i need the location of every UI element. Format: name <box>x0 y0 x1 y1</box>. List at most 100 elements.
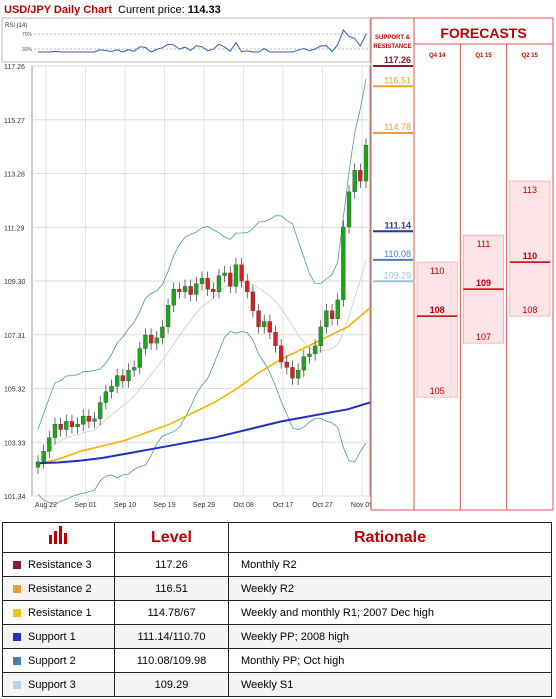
x-tick-label: Nov 05 <box>351 502 373 509</box>
candle-body <box>199 278 205 284</box>
candle-body <box>171 288 176 306</box>
candle-body <box>352 170 357 193</box>
candle-body <box>103 391 109 403</box>
x-tick-label: Oct 17 <box>273 502 294 509</box>
candle-body <box>239 264 244 282</box>
candle-body <box>290 367 295 379</box>
rsi-label: RSI (14) <box>5 23 27 29</box>
bar-chart-icon <box>2 522 115 553</box>
color-swatch <box>13 656 21 665</box>
candle-body <box>69 421 75 428</box>
candle-body <box>211 288 216 292</box>
candle-body <box>335 299 340 319</box>
level-value: 109.29 <box>114 672 229 697</box>
forecast-col-label: Q1 15 <box>475 53 492 59</box>
color-swatch <box>13 680 21 689</box>
rationale-header: Rationale <box>228 522 552 553</box>
level-value: 116.51 <box>114 576 229 601</box>
sr-title-2: RESISTANCE <box>373 44 411 50</box>
candle-body <box>245 280 250 292</box>
forecast-range <box>509 180 551 317</box>
candle-body <box>47 437 52 452</box>
candle-body <box>75 424 80 428</box>
forecast-mid: 108 <box>430 305 445 315</box>
sr-level-value: 116.51 <box>384 75 411 85</box>
candle-body <box>233 264 239 287</box>
color-swatch <box>13 560 21 569</box>
rsi-tick-30: 30% <box>22 47 33 53</box>
table-row: Resistance 2 116.51 Weekly R2 <box>2 576 552 601</box>
sma-yellow <box>35 307 371 466</box>
candle-body <box>273 332 278 346</box>
level-value: 110.08/109.98 <box>114 648 229 673</box>
candle-body <box>329 310 335 319</box>
candle-body <box>115 375 120 387</box>
color-swatch <box>13 608 21 617</box>
level-name: Resistance 2 <box>2 576 115 601</box>
x-tick-label: Sep 10 <box>114 502 136 509</box>
level-rationale: Weekly PP; 2008 high <box>228 624 552 649</box>
y-tick-label: 101.34 <box>4 494 26 501</box>
level-rationale: Monthly R2 <box>228 552 552 577</box>
y-tick-label: 103.33 <box>4 440 26 447</box>
candle-body <box>194 283 199 295</box>
candle-body <box>205 278 210 290</box>
levels-table: Level Rationale Resistance 3 117.26 Monthl… <box>2 522 552 697</box>
candle-body <box>307 353 312 357</box>
level-value: 111.14/110.70 <box>114 624 229 649</box>
candle-body <box>301 356 306 371</box>
table-row: Support 3 109.29 Weekly S1 <box>2 672 552 697</box>
level-name: Support 2 <box>2 648 115 673</box>
level-name-text: Support 2 <box>28 654 76 667</box>
forecast-high: 111 <box>477 239 491 249</box>
bollinger-upper <box>37 79 367 430</box>
candle-body <box>160 326 165 338</box>
candle-body <box>279 345 284 363</box>
forecast-high: 113 <box>523 185 537 195</box>
candle-body <box>154 337 159 344</box>
sr-title-1: SUPPORT & <box>375 35 411 41</box>
candle-body <box>267 321 273 333</box>
sma-blue <box>35 401 371 465</box>
table-row: Resistance 1 114.78/67 Weekly and monthly … <box>2 600 552 625</box>
forecast-mid: 110 <box>523 251 538 261</box>
y-tick-label: 111.29 <box>4 225 24 232</box>
sr-level-value: 117.26 <box>384 55 411 65</box>
rsi-panel <box>1 17 371 63</box>
level-name-text: Resistance 2 <box>28 582 92 595</box>
forecast-low: 108 <box>522 305 537 315</box>
candle-body <box>143 334 148 349</box>
candle-body <box>346 191 352 228</box>
y-tick-label: 109.30 <box>4 279 26 286</box>
rsi-tick-70: 70% <box>22 32 33 38</box>
level-name: Resistance 3 <box>2 552 115 577</box>
forecast-mid: 109 <box>476 278 491 288</box>
forecasts-title: FORECASTS <box>440 25 526 41</box>
chart-svg: RSI (14) 70% 30% 117.26 115.27 113.28 111.29 10… <box>1 17 554 511</box>
y-tick-label: 107.31 <box>4 333 26 340</box>
chart-area: USD/JPY Daily Chart Current price: 114.3… <box>1 4 554 511</box>
level-value: 114.78/67 <box>114 600 229 625</box>
level-name-text: Resistance 3 <box>28 558 92 571</box>
candle-body <box>216 275 222 292</box>
x-tick-label: Oct 27 <box>312 502 333 509</box>
candle-body <box>228 272 233 287</box>
sr-level-value: 111.14 <box>384 220 411 230</box>
forecast-low: 107 <box>476 332 491 342</box>
rsi-line <box>38 29 367 53</box>
forecast-low: 105 <box>430 386 445 396</box>
candle-body <box>81 415 86 425</box>
x-tick-label: Oct 08 <box>233 502 254 509</box>
x-tick-label: Sep 19 <box>153 502 175 509</box>
level-rationale: Weekly and monthly R1; 2007 Dec high <box>228 600 552 625</box>
candle-body <box>318 326 323 346</box>
table-row: Support 1 111.14/110.70 Weekly PP; 2008 hi… <box>2 624 552 649</box>
candle-body <box>165 305 171 328</box>
level-name-text: Support 3 <box>28 678 76 691</box>
candle-body <box>250 291 256 311</box>
level-value: 117.26 <box>114 552 229 577</box>
level-name: Support 3 <box>2 672 115 697</box>
current-price: Current price: 114.33 <box>118 4 221 16</box>
candle-body <box>137 348 142 368</box>
bollinger-mid <box>37 260 367 463</box>
